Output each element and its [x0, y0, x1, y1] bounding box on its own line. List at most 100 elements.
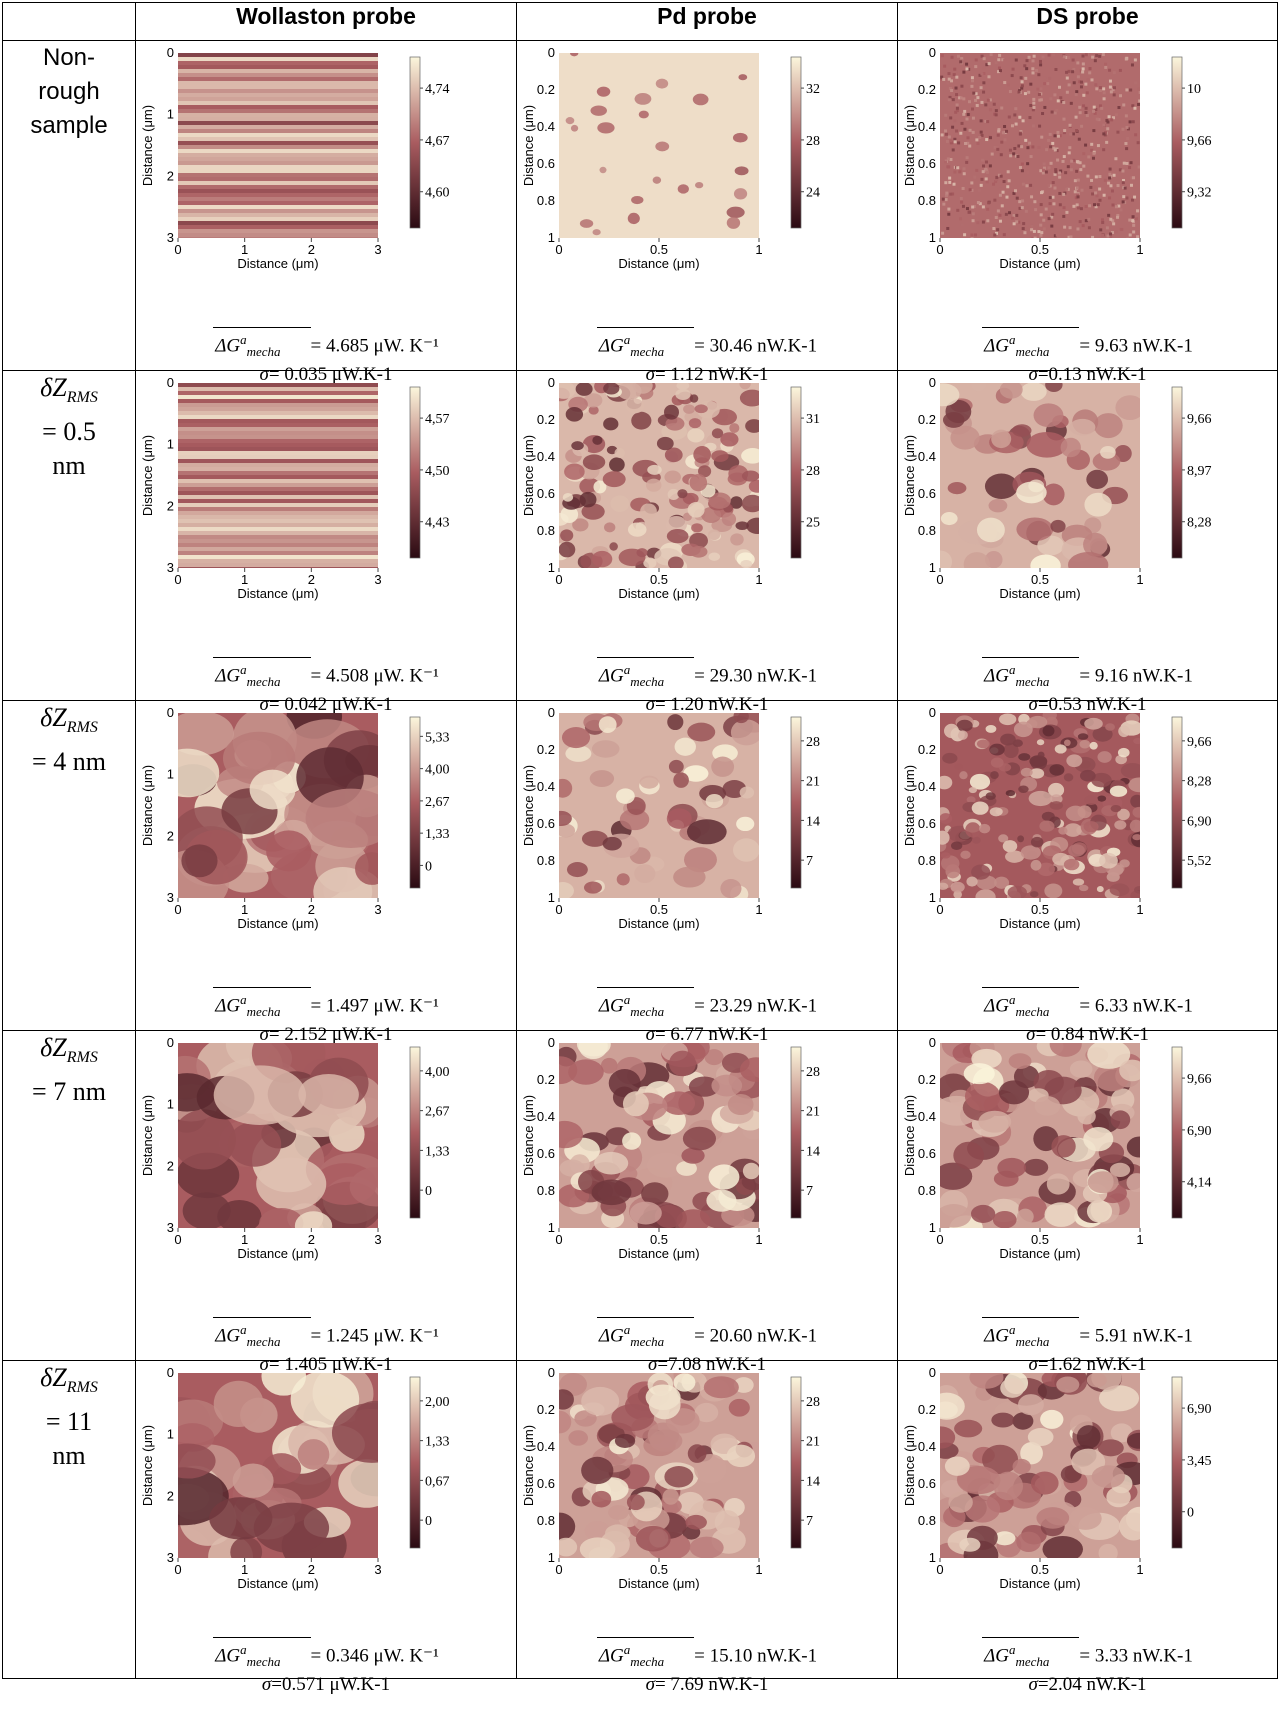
- x-tick-label: 1: [755, 242, 762, 257]
- map-image: [178, 1043, 378, 1228]
- colorbar-tick-label: 7: [806, 854, 813, 869]
- y-tick-label: 0.8: [537, 1183, 555, 1198]
- map-cell-wollaston: 0 1 2 3 0 1 2 3 Distance (μm) Distance (μm) 4,74 4,…: [135, 40, 517, 385]
- g-mecha-symbol: ΔGamecha: [596, 327, 695, 363]
- x-tick-label: 0: [936, 242, 943, 257]
- map-image: [940, 1373, 1140, 1558]
- colorbar-tick-label: 5,33: [425, 730, 450, 745]
- x-tick-label: 1: [241, 1562, 248, 1577]
- x-tick-label: 1: [755, 902, 762, 917]
- colorbar-tick-label: 4,57: [425, 412, 450, 427]
- g-subscript: mecha: [1015, 1004, 1050, 1020]
- y-tick-label: 0.2: [918, 412, 936, 427]
- y-tick-label: 0: [929, 45, 936, 60]
- row-label-main: δZ: [40, 1363, 67, 1392]
- colorbar-tick-label: 28: [806, 1395, 820, 1410]
- y-tick-label: 0: [548, 45, 555, 60]
- colorbar-tick-label: 32: [806, 82, 820, 97]
- row-label-subscript: RMS: [66, 719, 98, 737]
- x-axis-label: Distance (μm): [999, 1246, 1080, 1261]
- y-tick-label: 0.2: [537, 412, 555, 427]
- y-tick-label: 0.8: [918, 853, 936, 868]
- g-mecha-line: ΔGamecha = 20.60 nW.K-1: [517, 1317, 897, 1353]
- colorbar-tick-label: 8,28: [1187, 775, 1212, 790]
- header-pd-probe: Pd probe: [516, 2, 898, 41]
- y-tick-label: 1: [929, 1220, 936, 1235]
- sigma-value: = 7.69 nW.K-1: [654, 1674, 769, 1696]
- map-cell-ds: 0 0.5 1 0 0.2 0.4 0.6 0.8 1 Distance (μm) Distance…: [897, 1360, 1278, 1695]
- g-mecha-line: ΔGamecha = 9.63 nW.K-1: [898, 327, 1277, 363]
- g-symbol: ΔG: [984, 335, 1009, 357]
- x-axis-label: Distance (μm): [237, 916, 318, 931]
- y-tick-label: 1: [548, 560, 555, 575]
- g-symbol: ΔG: [598, 335, 624, 357]
- map-cell-pd: 0 0.5 1 0 0.2 0.4 0.6 0.8 1 Distance (μm) Distance…: [516, 1030, 898, 1375]
- g-mecha-line: ΔGamecha = 5.91 nW.K-1: [898, 1317, 1277, 1353]
- map-image: [178, 713, 378, 898]
- g-mecha-value: = 3.33 nW.K-1: [1079, 1645, 1193, 1667]
- colorbar-tick-label: 6,90: [1187, 1402, 1212, 1417]
- y-axis-label: Distance (μm): [902, 435, 917, 516]
- y-tick-label: 0.2: [918, 1402, 936, 1417]
- g-subscript: mecha: [246, 1004, 281, 1020]
- x-tick-label: 0.5: [1031, 1562, 1049, 1577]
- g-symbol: ΔG: [215, 665, 241, 687]
- table-row: Non-rough sample 0 1 2 3 0 1 2 3 Distance (μm) Dist…: [2, 40, 1278, 385]
- map-cell-pd: 0 0.5 1 0 0.2 0.4 0.6 0.8 1 Distance (μm) Distance…: [516, 1360, 898, 1695]
- y-tick-label: 0: [548, 1035, 555, 1050]
- x-tick-label: 0: [936, 1562, 943, 1577]
- row-label-line: = 0.5: [42, 417, 96, 447]
- y-tick-label: 0: [929, 1035, 936, 1050]
- g-superscript: a: [240, 332, 247, 347]
- g-superscript: a: [240, 1642, 247, 1657]
- g-subscript: mecha: [1015, 1654, 1050, 1670]
- colorbar-tick-label: 7: [806, 1514, 813, 1529]
- x-tick-label: 0: [555, 1232, 562, 1247]
- x-tick-label: 0.5: [650, 1562, 668, 1577]
- colorbar: 28 21 14 7: [790, 716, 820, 889]
- g-superscript: a: [623, 662, 631, 677]
- y-tick-label: 3: [167, 560, 174, 575]
- y-tick-label: 0.6: [537, 1146, 555, 1161]
- g-symbol: ΔG: [215, 1325, 241, 1347]
- y-tick-label: 0.4: [537, 1109, 555, 1124]
- y-tick-label: 0: [167, 705, 174, 720]
- g-mecha-value: = 20.60 nW.K-1: [694, 1325, 818, 1347]
- colorbar-tick-label: 5,52: [1187, 854, 1212, 869]
- x-tick-label: 2: [308, 1562, 315, 1577]
- g-mecha-line: ΔGamecha = 1.245 μW. K⁻¹: [136, 1317, 516, 1353]
- x-axis-label: Distance (μm): [618, 1246, 699, 1261]
- g-symbol: ΔG: [598, 1645, 624, 1667]
- x-tick-label: 1: [1136, 572, 1143, 587]
- g-subscript: mecha: [246, 674, 281, 690]
- colorbar-tick-label: 4,67: [425, 134, 450, 149]
- y-axis-label: Distance (μm): [140, 765, 155, 846]
- sigma-symbol: σ: [261, 1674, 272, 1696]
- map-cell-ds: 0 0.5 1 0 0.2 0.4 0.6 0.8 1 Distance (μm) Distance…: [897, 370, 1278, 715]
- y-axis-label: Distance (μm): [140, 435, 155, 516]
- colorbar-tick-label: 0: [425, 1184, 432, 1199]
- g-symbol: ΔG: [215, 995, 241, 1017]
- x-tick-label: 1: [755, 1562, 762, 1577]
- colorbar-tick-label: 3,45: [1187, 1454, 1212, 1469]
- row-label-subscript: RMS: [66, 1379, 98, 1397]
- g-superscript: a: [1008, 992, 1016, 1007]
- g-mecha-value: = 30.46 nW.K-1: [694, 335, 818, 357]
- g-mecha-line: ΔGamecha = 29.30 nW.K-1: [517, 657, 897, 693]
- g-subscript: mecha: [1015, 1334, 1050, 1350]
- x-axis-label: Distance (μm): [618, 1576, 699, 1591]
- x-axis-label: Distance (μm): [618, 916, 699, 931]
- colorbar-tick-label: 28: [806, 735, 820, 750]
- g-subscript: mecha: [246, 1334, 281, 1350]
- colorbar: 28 21 14 7: [790, 1046, 820, 1219]
- colorbar-tick-label: 9,66: [1187, 134, 1212, 149]
- x-tick-label: 2: [308, 1232, 315, 1247]
